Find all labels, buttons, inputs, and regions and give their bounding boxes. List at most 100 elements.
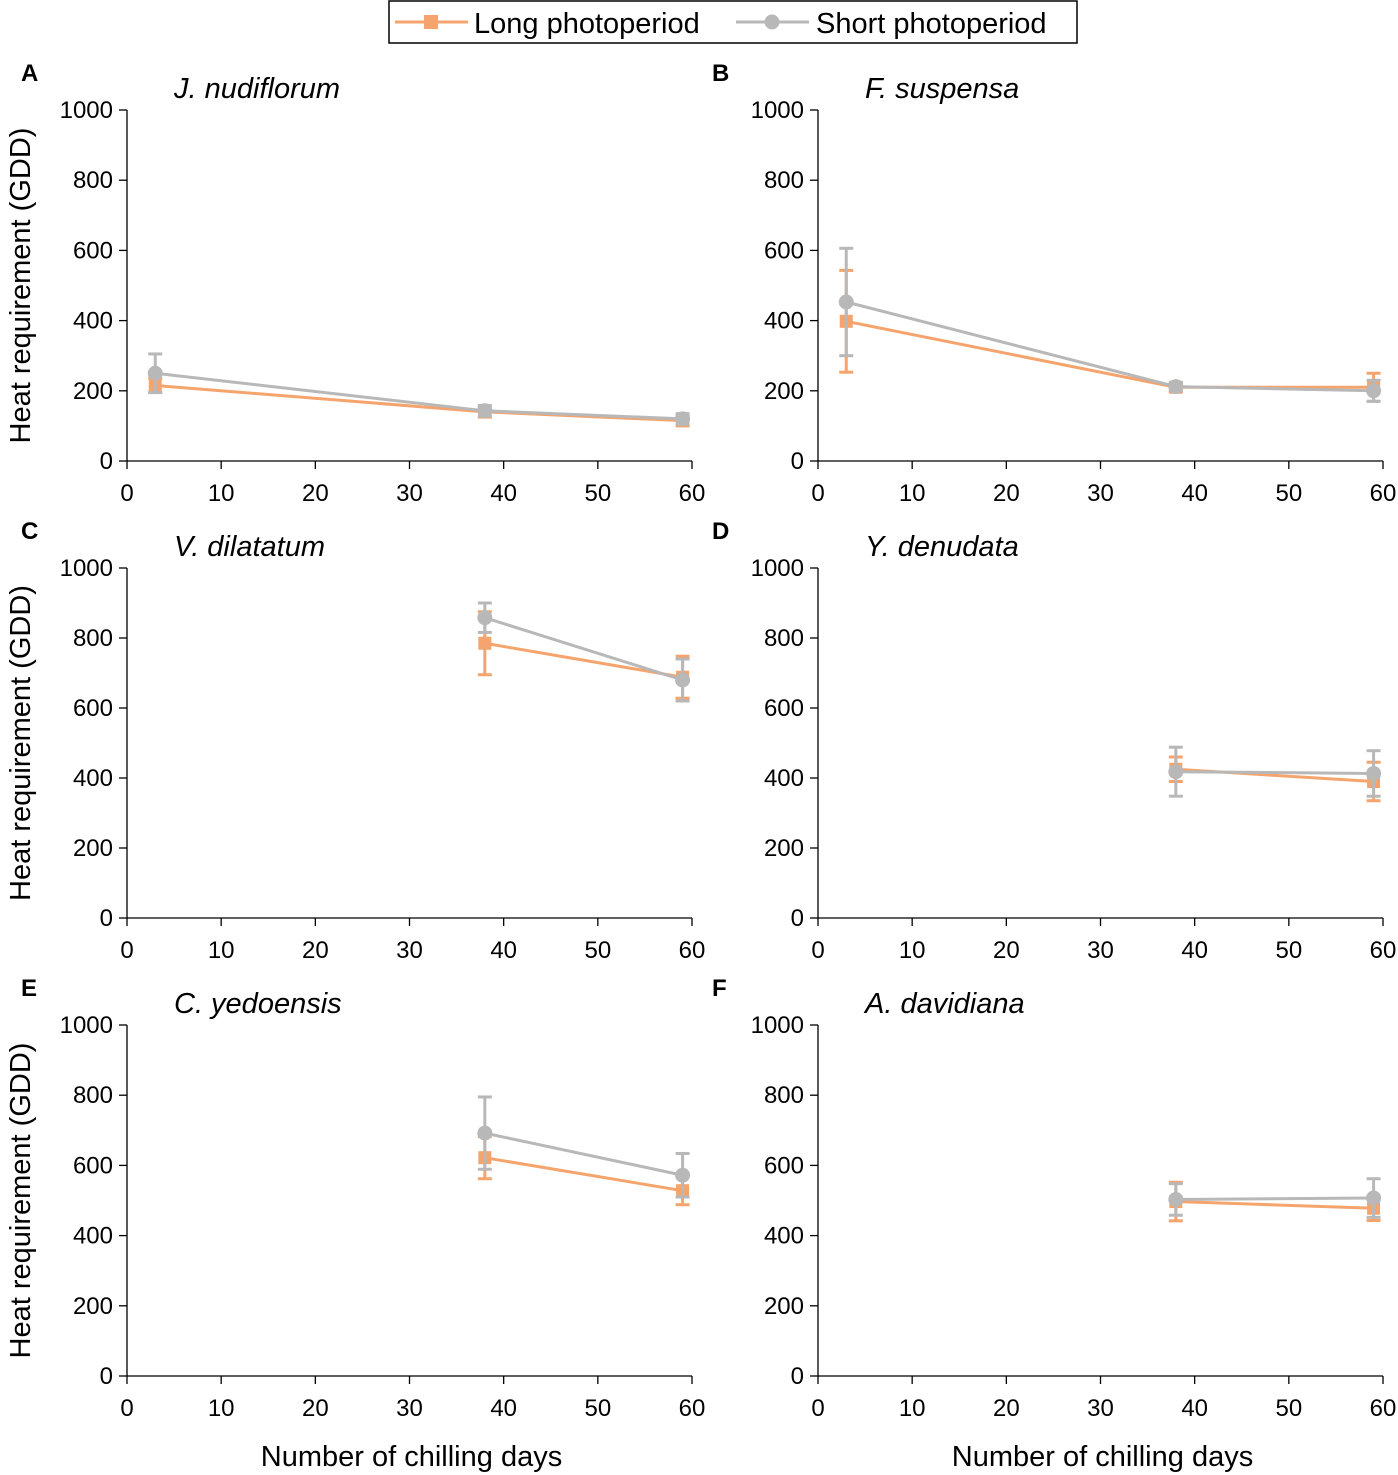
y-tick-label: 600 — [764, 695, 804, 722]
series-short-photoperiod — [477, 1095, 691, 1199]
panel-title: Y. denudata — [865, 531, 1019, 563]
data-point-circle — [1168, 1191, 1184, 1207]
y-tick-label: 400 — [764, 308, 804, 335]
y-tick-label: 800 — [764, 625, 804, 652]
data-point-circle — [1366, 765, 1382, 781]
legend-label-long: Long photoperiod — [474, 8, 700, 40]
x-tick-label: 0 — [811, 1395, 824, 1422]
x-tick-label: 60 — [1370, 937, 1397, 964]
series-long-photoperiod — [1168, 755, 1381, 803]
y-tick-label: 600 — [73, 237, 113, 264]
y-tick-label: 0 — [100, 448, 113, 475]
x-tick-label: 30 — [396, 1395, 423, 1422]
x-tick-label: 50 — [584, 480, 611, 507]
data-point-circle — [1366, 1190, 1382, 1206]
panel-letter: B — [712, 60, 729, 87]
panel-d: 0 200 400 600 800 1000 0 10 20 30 40 50 60 D Y. denuda… — [712, 518, 1396, 964]
panel-c: 0 200 400 600 800 1000 0 10 20 30 40 50 60 C V. dilata… — [5, 518, 705, 964]
x-tick-label: 20 — [302, 480, 329, 507]
series-short-photoperiod — [838, 246, 1382, 403]
x-tick-label: 40 — [490, 937, 517, 964]
y-tick-label: 0 — [100, 905, 113, 932]
y-tick-label: 0 — [791, 448, 804, 475]
series-line — [1175, 1200, 1374, 1210]
legend-box — [388, 0, 1078, 44]
x-axis-title: Number of chilling days — [261, 1441, 562, 1473]
x-axis-title: Number of chilling days — [952, 1441, 1253, 1473]
y-tick-label: 600 — [764, 1152, 804, 1179]
series-line — [155, 371, 683, 421]
x-tick-label: 20 — [993, 937, 1020, 964]
data-point-circle — [838, 294, 854, 310]
y-tick-label: 1000 — [751, 555, 804, 582]
data-point-circle — [1168, 764, 1184, 780]
y-tick-label: 200 — [73, 378, 113, 405]
y-tick-label: 800 — [73, 625, 113, 652]
series-short-photoperiod — [477, 601, 691, 703]
y-tick-label: 1000 — [751, 1012, 804, 1039]
x-tick-label: 40 — [1181, 1395, 1208, 1422]
data-point-circle — [147, 365, 163, 381]
x-tick-label: 0 — [120, 480, 133, 507]
x-tick-label: 60 — [1370, 1395, 1397, 1422]
x-tick-label: 60 — [679, 937, 706, 964]
panel-title: A. davidiana — [863, 988, 1025, 1020]
series-line — [484, 641, 683, 679]
x-tick-label: 50 — [1275, 480, 1302, 507]
data-point-circle — [675, 411, 691, 427]
y-axis-title: Heat requirement (GDD) — [5, 128, 37, 444]
x-tick-label: 50 — [584, 1395, 611, 1422]
series-line — [1175, 770, 1374, 775]
x-tick-label: 30 — [1087, 937, 1114, 964]
y-tick-label: 200 — [764, 378, 804, 405]
panel-a: 0 200 400 600 800 1000 0 10 20 30 40 50 60 A J. nudifl… — [5, 60, 705, 507]
y-tick-label: 200 — [764, 1293, 804, 1320]
y-tick-label: 400 — [764, 1223, 804, 1250]
panel-letter: E — [21, 975, 37, 1002]
series-line — [1175, 1196, 1374, 1201]
x-tick-label: 40 — [1181, 937, 1208, 964]
panel-title: F. suspensa — [865, 73, 1019, 105]
x-tick-label: 40 — [1181, 480, 1208, 507]
y-tick-label: 1000 — [60, 97, 113, 124]
x-tick-label: 20 — [302, 937, 329, 964]
x-tick-label: 30 — [1087, 1395, 1114, 1422]
series-line — [484, 1131, 683, 1177]
x-tick-label: 40 — [490, 1395, 517, 1422]
y-tick-label: 1000 — [751, 97, 804, 124]
x-tick-label: 10 — [899, 937, 926, 964]
series-line — [845, 319, 1374, 389]
x-tick-label: 10 — [899, 480, 926, 507]
data-point-circle — [675, 672, 691, 688]
y-axis-title: Heat requirement (GDD) — [5, 585, 37, 901]
x-tick-label: 60 — [679, 480, 706, 507]
series-line — [484, 616, 684, 682]
y-tick-label: 200 — [73, 1293, 113, 1320]
series-short-photoperiod — [1168, 745, 1382, 798]
panel-letter: A — [21, 60, 38, 87]
series-short-photoperiod — [147, 352, 691, 427]
y-tick-label: 0 — [791, 1363, 804, 1390]
y-tick-label: 400 — [73, 765, 113, 792]
x-tick-label: 20 — [993, 1395, 1020, 1422]
series-line — [845, 300, 1374, 393]
y-tick-label: 1000 — [60, 555, 113, 582]
x-tick-label: 60 — [679, 1395, 706, 1422]
series-long-photoperiod — [839, 268, 1381, 403]
legend: Long photoperiod Short photoperiod — [388, 0, 1078, 44]
y-tick-label: 0 — [791, 905, 804, 932]
x-tick-label: 50 — [1275, 1395, 1302, 1422]
panel-b: 0 200 400 600 800 1000 0 10 20 30 40 50 60 B F. suspen… — [712, 60, 1396, 507]
y-tick-label: 600 — [73, 695, 113, 722]
x-tick-label: 0 — [811, 480, 824, 507]
series-line — [484, 1156, 683, 1193]
x-tick-label: 50 — [1275, 937, 1302, 964]
panel-letter: F — [712, 975, 727, 1002]
y-tick-label: 800 — [764, 167, 804, 194]
y-axis-title: Heat requirement (GDD) — [5, 1043, 37, 1359]
y-tick-label: 400 — [764, 765, 804, 792]
y-tick-label: 600 — [73, 1152, 113, 1179]
y-tick-label: 800 — [73, 167, 113, 194]
x-tick-label: 30 — [396, 937, 423, 964]
y-tick-label: 200 — [73, 835, 113, 862]
